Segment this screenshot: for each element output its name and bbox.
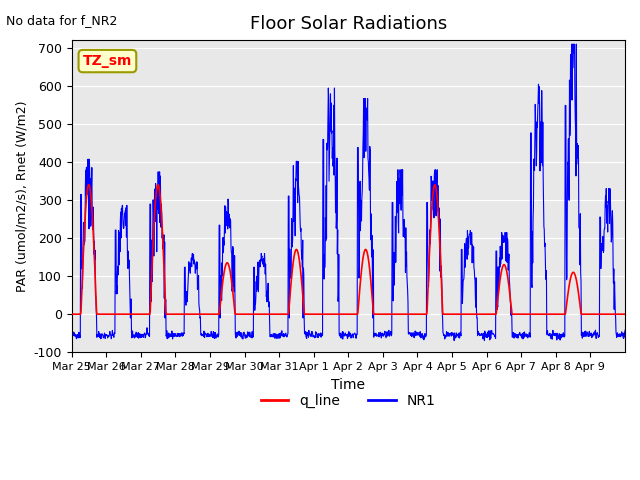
X-axis label: Time: Time bbox=[332, 377, 365, 392]
Legend: q_line, NR1: q_line, NR1 bbox=[255, 389, 442, 414]
Text: No data for f_NR2: No data for f_NR2 bbox=[6, 14, 118, 27]
Y-axis label: PAR (umol/m2/s), Rnet (W/m2): PAR (umol/m2/s), Rnet (W/m2) bbox=[15, 100, 28, 292]
Title: Floor Solar Radiations: Floor Solar Radiations bbox=[250, 15, 447, 33]
Text: TZ_sm: TZ_sm bbox=[83, 54, 132, 68]
